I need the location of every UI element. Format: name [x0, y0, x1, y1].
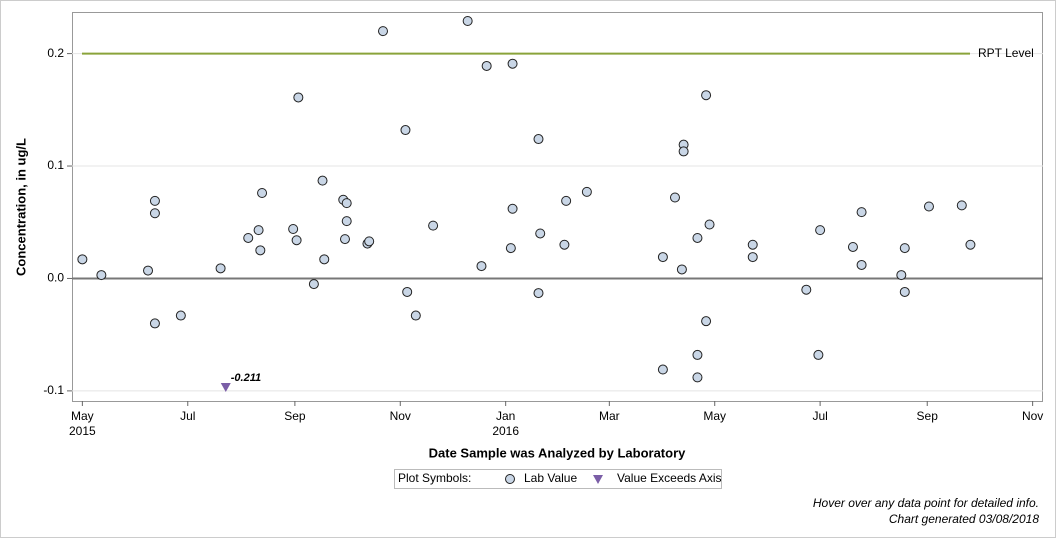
data-point	[319, 254, 330, 265]
data-point	[341, 216, 352, 227]
data-point	[293, 92, 304, 103]
x-tick-label: Sep	[284, 409, 306, 423]
data-point	[364, 236, 375, 247]
data-point	[462, 15, 473, 26]
data-point	[692, 232, 703, 243]
data-point	[400, 125, 411, 136]
data-point	[377, 26, 388, 37]
data-point	[701, 90, 712, 101]
data-point	[428, 220, 439, 231]
rpt-label: RPT Level	[978, 46, 1034, 60]
data-point	[410, 310, 421, 321]
data-point	[96, 270, 107, 281]
data-point	[899, 243, 910, 254]
y-tick-label: -0.1	[43, 383, 64, 397]
plot-area	[72, 12, 1043, 402]
data-point	[143, 265, 154, 276]
data-point	[341, 198, 352, 209]
data-point	[657, 364, 668, 375]
data-point	[175, 310, 186, 321]
data-point	[581, 186, 592, 197]
data-point	[692, 372, 703, 383]
data-point	[535, 228, 546, 239]
data-point	[505, 243, 516, 254]
exceed-marker	[220, 383, 231, 392]
data-point	[801, 284, 812, 295]
data-point	[678, 146, 689, 157]
data-point	[257, 188, 268, 199]
data-point	[317, 175, 328, 186]
data-point	[965, 239, 976, 250]
data-point	[253, 225, 264, 236]
data-point	[255, 245, 266, 256]
data-point	[669, 192, 680, 203]
data-point	[815, 225, 826, 236]
data-point	[956, 200, 967, 211]
data-point	[291, 235, 302, 246]
legend-box	[394, 469, 722, 489]
legend-marker	[593, 475, 603, 484]
data-point	[339, 234, 350, 245]
legend-title: Plot Symbols:	[398, 471, 471, 485]
exceed-label: -0.211	[231, 372, 261, 384]
data-point	[149, 195, 160, 206]
note: Chart generated 03/08/2018	[889, 512, 1039, 526]
data-point	[533, 288, 544, 299]
data-point	[896, 270, 907, 281]
x-tick-label: Jul	[812, 409, 827, 423]
y-tick-label: 0.0	[47, 271, 64, 285]
data-point	[288, 223, 299, 234]
data-point	[676, 264, 687, 275]
data-point	[747, 252, 758, 263]
legend-label: Lab Value	[524, 471, 577, 485]
x-tick-label: Sep	[917, 409, 939, 423]
x-tick-year: 2015	[69, 424, 96, 438]
x-tick-label: May	[71, 409, 94, 423]
data-point	[923, 201, 934, 212]
data-point	[149, 318, 160, 329]
y-tick-label: 0.2	[47, 46, 64, 60]
data-point	[533, 134, 544, 145]
data-point	[149, 208, 160, 219]
data-point	[559, 239, 570, 250]
legend-label: Value Exceeds Axis	[617, 471, 722, 485]
data-point	[308, 279, 319, 290]
x-tick-label: Jan	[496, 409, 515, 423]
note: Hover over any data point for detailed i…	[813, 496, 1039, 510]
legend-marker	[505, 474, 515, 484]
data-point	[402, 286, 413, 297]
data-point	[856, 207, 867, 218]
data-point	[704, 219, 715, 230]
data-point	[476, 261, 487, 272]
y-tick-label: 0.1	[47, 158, 64, 172]
data-point	[701, 316, 712, 327]
x-tick-label: Mar	[599, 409, 620, 423]
x-tick-label: Nov	[390, 409, 411, 423]
data-point	[507, 58, 518, 69]
data-point	[856, 259, 867, 270]
data-point	[657, 252, 668, 263]
data-point	[813, 349, 824, 360]
data-point	[561, 195, 572, 206]
data-point	[481, 60, 492, 71]
data-point	[747, 239, 758, 250]
data-point	[243, 232, 254, 243]
data-point	[692, 349, 703, 360]
data-point	[847, 241, 858, 252]
x-tick-year: 2016	[492, 424, 519, 438]
data-point	[77, 254, 88, 265]
data-point	[507, 203, 518, 214]
x-tick-label: Jul	[180, 409, 195, 423]
x-tick-label: Nov	[1022, 409, 1043, 423]
data-point	[215, 263, 226, 274]
data-point	[899, 286, 910, 297]
x-tick-label: May	[703, 409, 726, 423]
y-axis-label: Concentration, in ug/L	[13, 138, 28, 276]
x-axis-label: Date Sample was Analyzed by Laboratory	[429, 445, 686, 460]
